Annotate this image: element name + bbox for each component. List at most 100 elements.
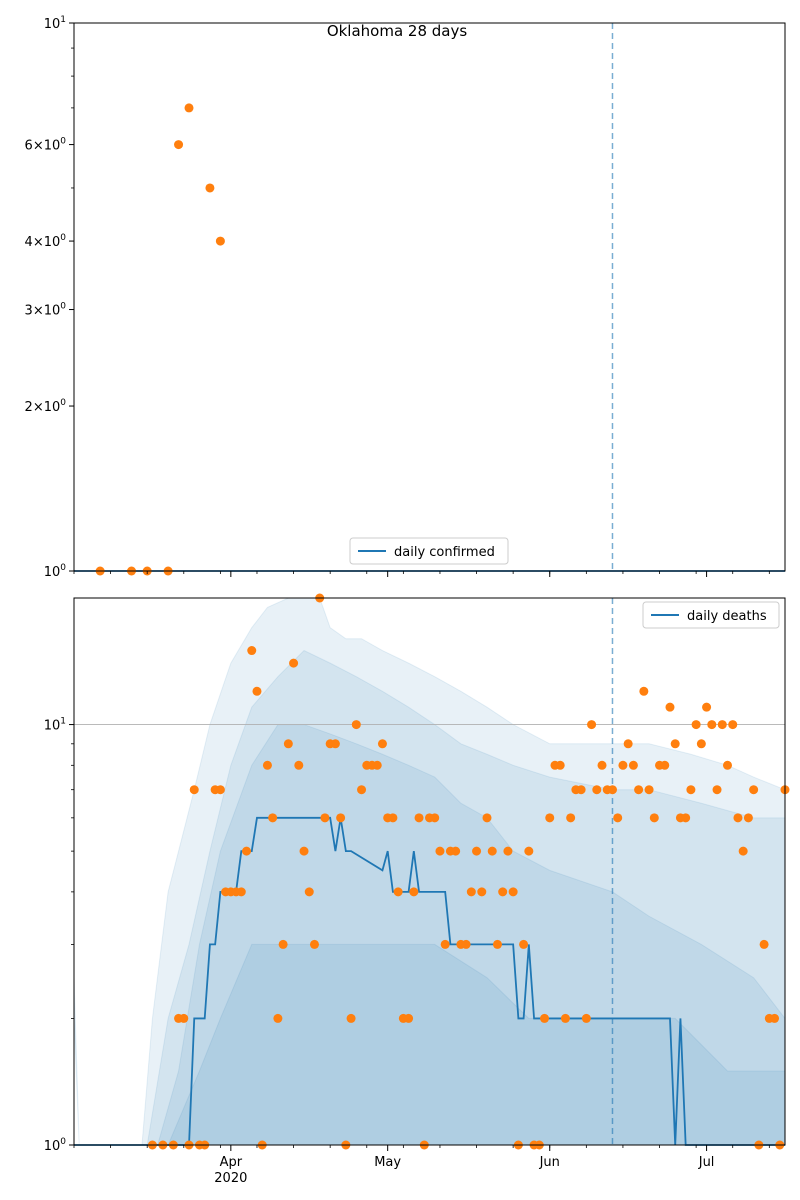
data-point — [247, 646, 257, 656]
data-point — [581, 1013, 591, 1023]
data-point — [393, 887, 403, 897]
data-point — [252, 686, 262, 696]
data-point — [691, 720, 701, 730]
data-point — [262, 760, 272, 770]
y-tick-label: 100 — [44, 1137, 67, 1154]
x-tick-label: May — [374, 1155, 401, 1170]
y-tick-label: 3×100 — [25, 302, 67, 319]
data-point — [749, 785, 759, 795]
data-point — [508, 887, 518, 897]
x-tick-label: Apr — [220, 1155, 243, 1170]
data-point — [357, 785, 367, 795]
data-point — [498, 887, 508, 897]
data-point — [482, 813, 492, 823]
data-point — [519, 939, 529, 949]
data-point — [299, 846, 309, 856]
data-point — [304, 887, 314, 897]
y-tick-label: 6×100 — [25, 137, 67, 154]
legend-box — [642, 601, 780, 629]
y-tick-label: 101 — [44, 717, 66, 734]
data-point — [607, 785, 617, 795]
data-point — [320, 813, 330, 823]
data-point — [492, 939, 502, 949]
top-panel-confirmed: 100 2×100 3×100 4×100 6×100 101 daily confirme… — [25, 15, 786, 580]
data-point — [524, 846, 534, 856]
data-point — [440, 939, 450, 949]
data-point — [174, 140, 184, 150]
data-point — [404, 1013, 414, 1023]
plot-frame — [73, 22, 786, 572]
data-point — [283, 739, 293, 749]
data-point — [722, 760, 732, 770]
data-point — [696, 739, 706, 749]
plot-frame — [73, 597, 786, 1146]
data-point — [336, 813, 346, 823]
x-tick-label: Jun — [539, 1155, 560, 1170]
data-point — [545, 813, 555, 823]
data-point — [670, 739, 680, 749]
y-tick-label: 2×100 — [25, 398, 67, 415]
data-point — [540, 1013, 550, 1023]
data-point — [309, 939, 319, 949]
data-point — [634, 785, 644, 795]
data-point — [743, 813, 753, 823]
data-point — [273, 1013, 283, 1023]
legend-box — [349, 537, 509, 565]
data-point — [503, 846, 513, 856]
data-point — [770, 1013, 780, 1023]
data-point — [618, 760, 628, 770]
data-point — [566, 813, 576, 823]
data-point — [215, 785, 225, 795]
data-point — [409, 887, 419, 897]
data-point — [179, 1013, 189, 1023]
data-point — [461, 939, 471, 949]
y-tick-label: 101 — [44, 15, 66, 32]
data-point — [189, 785, 199, 795]
data-point — [215, 236, 225, 246]
data-point — [560, 1013, 570, 1023]
data-point — [242, 846, 252, 856]
legend: daily confirmed — [349, 537, 509, 565]
data-point — [477, 887, 487, 897]
data-point — [205, 183, 215, 193]
x-tick-year-label: 2020 — [214, 1171, 247, 1186]
data-point — [649, 813, 659, 823]
data-point — [639, 686, 649, 696]
x-tick-label: Jul — [698, 1155, 715, 1170]
data-point — [278, 939, 288, 949]
data-point — [466, 887, 476, 897]
data-point — [414, 813, 424, 823]
data-point — [289, 658, 299, 668]
legend: daily deaths — [642, 601, 780, 629]
data-point — [712, 785, 722, 795]
data-point — [665, 702, 675, 712]
data-point — [628, 760, 638, 770]
data-point — [184, 103, 194, 113]
data-point — [728, 720, 738, 730]
data-point — [738, 846, 748, 856]
data-point — [555, 760, 565, 770]
data-point — [236, 887, 246, 897]
data-point — [294, 760, 304, 770]
data-point — [733, 813, 743, 823]
legend-label: daily confirmed — [394, 545, 495, 560]
data-point — [576, 785, 586, 795]
chart-title: Oklahoma 28 days — [327, 22, 468, 40]
data-point — [472, 846, 482, 856]
data-point — [430, 813, 440, 823]
data-point — [597, 760, 607, 770]
y-tick-label: 4×100 — [25, 233, 67, 250]
data-point — [644, 785, 654, 795]
data-point — [487, 846, 497, 856]
data-point — [660, 760, 670, 770]
data-point — [717, 720, 727, 730]
data-point — [330, 739, 340, 749]
data-point — [592, 785, 602, 795]
y-tick-label: 100 — [44, 563, 67, 580]
data-point — [451, 846, 461, 856]
data-point — [623, 739, 633, 749]
data-point — [759, 939, 769, 949]
data-point — [707, 720, 717, 730]
data-point — [613, 813, 623, 823]
